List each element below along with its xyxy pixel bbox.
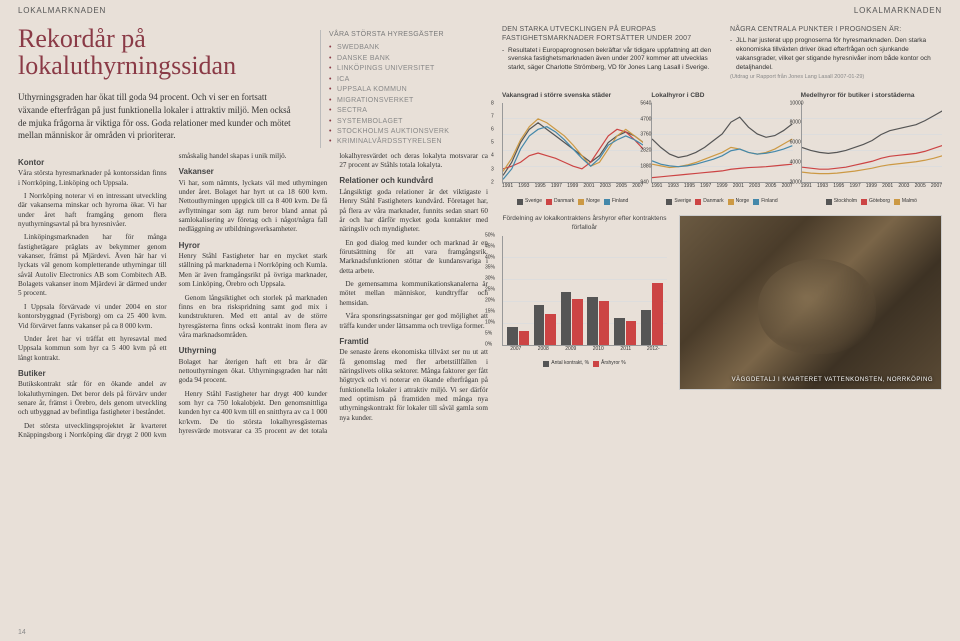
chart-vakansgrad: Vakansgrad i större svenska städer 23456… bbox=[502, 92, 643, 205]
tenants-list: SWEDBANK DANSKE BANKLINKÖPINGS UNIVERSITE… bbox=[329, 43, 480, 146]
tenant-item: ICA bbox=[329, 75, 480, 84]
subhead-hyror: Hyror bbox=[179, 241, 328, 251]
subhead-vakanser: Vakanser bbox=[179, 167, 328, 177]
subhead-relationer: Relationer och kundvård bbox=[339, 176, 488, 186]
charts-row: Vakansgrad i större svenska städer 23456… bbox=[502, 92, 942, 205]
tenant-item: SYSTEMBOLAGET bbox=[329, 117, 480, 126]
subhead-butiker: Butiker bbox=[18, 369, 167, 379]
chart-fordelning: Fördelning av lokalkontraktens årshyror … bbox=[502, 215, 667, 390]
quote-title2: NÅGRA CENTRALA PUNKTER I PROGNOSEN ÄR: bbox=[730, 25, 942, 34]
quote-body2: JLL har justerat upp prognoserna för hyr… bbox=[730, 37, 942, 72]
page-number: 14 bbox=[18, 628, 26, 637]
chart-lokalhyror: Lokalhyror i CBD 94018802820376047005640… bbox=[651, 92, 792, 205]
page-header: LOKALMARKNADEN LOKALMARKNADEN bbox=[0, 0, 960, 17]
quote-title: DEN STARKA UTVECKLINGEN PÅ EUROPAS FASTI… bbox=[502, 25, 714, 44]
tenant-item: LINKÖPINGS UNIVERSITET bbox=[329, 64, 480, 73]
quote-citation: (Utdrag ur Rapport från Jones Lang Lasal… bbox=[730, 74, 942, 81]
quote-row: DEN STARKA UTVECKLINGEN PÅ EUROPAS FASTI… bbox=[502, 25, 942, 82]
intro-text: Uthyrningsgraden har ökat till goda 94 p… bbox=[18, 91, 298, 141]
chart-medelhyror: Medelhyror för butiker i storstäderna 20… bbox=[801, 92, 942, 205]
tenant-item: SWEDBANK bbox=[329, 43, 480, 52]
tenant-item: STOCKHOLMS AUKTIONSVERK bbox=[329, 127, 480, 136]
tenant-item: MIGRATIONSVERKET bbox=[329, 96, 480, 105]
subhead-uthyrning: Uthyrning bbox=[179, 346, 328, 356]
main-content: Rekordår pålokaluthyrningssidan Uthyrnin… bbox=[0, 17, 960, 451]
header-right: LOKALMARKNADEN bbox=[854, 6, 942, 17]
subhead-kontor: Kontor bbox=[18, 158, 167, 168]
tenant-item: DANSKE BANK bbox=[329, 54, 480, 63]
tenants-title: VÅRA STÖRSTA HYRESGÄSTER bbox=[329, 30, 480, 39]
subhead-framtid: Framtid bbox=[339, 337, 488, 347]
header-left: LOKALMARKNADEN bbox=[18, 6, 106, 17]
tenant-item: SECTRA bbox=[329, 106, 480, 115]
quote-body: Resultatet i Europaprognosen bekräftar v… bbox=[502, 47, 714, 73]
tenant-item: UPPSALA KOMMUN bbox=[329, 85, 480, 94]
photo-vaggdetalj: VÄGGDETALJ I KVARTERET VATTENKONSTEN, NO… bbox=[679, 215, 942, 390]
body-columns: Kontor Våra största hyresmarknader på ko… bbox=[18, 152, 488, 441]
tenants-sidebar: VÅRA STÖRSTA HYRESGÄSTER SWEDBANK DANSKE … bbox=[320, 30, 480, 148]
tenant-item: KRIMINALVÅRDSSTYRELSEN bbox=[329, 137, 480, 146]
photo-caption: VÄGGDETALJ I KVARTERET VATTENKONSTEN, NO… bbox=[732, 376, 933, 384]
